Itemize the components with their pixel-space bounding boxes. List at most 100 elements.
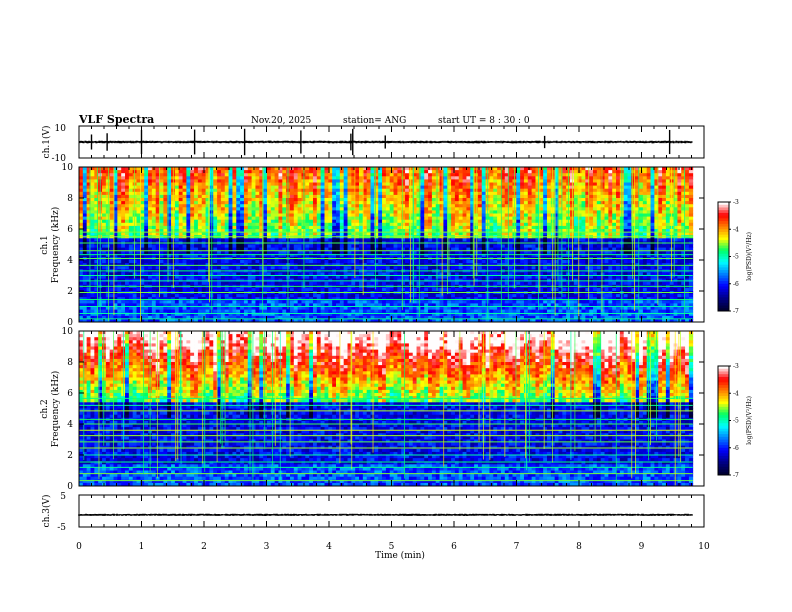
spectrogram-cell: [133, 307, 137, 311]
spectrogram-cell: [325, 226, 329, 230]
spectrogram-cell: [355, 279, 359, 283]
spectrogram-cell: [394, 232, 398, 236]
spectrogram-cell: [309, 297, 313, 301]
spectrogram-cell: [144, 173, 148, 177]
spectrogram-cell: [271, 214, 275, 218]
spectrogram-cell: [313, 266, 317, 270]
spectrogram-cell: [344, 307, 348, 311]
spectrogram-cell: [443, 282, 447, 286]
spectrogram-cell: [194, 186, 198, 190]
spectrogram-cell: [417, 207, 421, 211]
spectrogram-cell: [91, 198, 95, 202]
spectrogram-cell: [263, 210, 267, 214]
spectrogram-cell: [390, 210, 394, 214]
spectrogram-cell: [102, 170, 106, 174]
spectrogram-cell: [221, 294, 225, 298]
spectrogram-cell: [160, 207, 164, 211]
spectrogram-cell: [397, 189, 401, 193]
spectrogram-cell: [332, 245, 336, 249]
spectrogram-cell: [374, 226, 378, 230]
spectrogram-cell: [355, 207, 359, 211]
spectrogram-cell: [455, 300, 459, 304]
spectrogram-cell: [217, 204, 221, 208]
spectrogram-cell: [79, 207, 83, 211]
spectrogram-cell: [432, 251, 436, 255]
spectrogram-cell: [129, 217, 133, 221]
spectrogram-cell: [443, 276, 447, 280]
spectrogram-cell: [417, 192, 421, 196]
spectrogram-cell: [440, 288, 444, 292]
spectrogram-cell: [298, 226, 302, 230]
spectrogram-cell: [244, 189, 248, 193]
spectrogram-cell: [401, 310, 405, 314]
spectrogram-cell: [328, 198, 332, 202]
spectrogram-cell: [255, 198, 259, 202]
spectrogram-cell: [190, 204, 194, 208]
spectrogram-cell: [110, 223, 114, 227]
spectrogram-cell: [405, 207, 409, 211]
spectrogram-cell: [344, 176, 348, 180]
spectrogram-cell: [117, 189, 121, 193]
spectrogram-cell: [217, 198, 221, 202]
spectrogram-cell: [171, 288, 175, 292]
spectrogram-cell: [91, 263, 95, 267]
spectrogram-cell: [225, 276, 229, 280]
spectrogram-cell: [225, 282, 229, 286]
spectrogram-cell: [183, 279, 187, 283]
spectrogram-cell: [428, 214, 432, 218]
spectrogram-cell: [386, 297, 390, 301]
spectrogram-cell: [436, 251, 440, 255]
spectrogram-cell: [325, 176, 329, 180]
spectrogram-cell: [144, 279, 148, 283]
spectrogram-cell: [229, 170, 233, 174]
spectrogram-cell: [459, 223, 463, 227]
spectrogram-cell: [417, 263, 421, 267]
spectrogram-cell: [198, 310, 202, 314]
spectrogram-cell: [194, 226, 198, 230]
spectrogram-cell: [144, 195, 148, 199]
spectrogram-cell: [443, 192, 447, 196]
spectrogram-cell: [252, 226, 256, 230]
spectrogram-cell: [336, 238, 340, 242]
spectrogram-cell: [275, 201, 279, 205]
spectrogram-cell: [278, 207, 282, 211]
spectrogram-cell: [336, 279, 340, 283]
spectrogram-cell: [121, 214, 125, 218]
spectrogram-cell: [401, 192, 405, 196]
spectrogram-cell: [317, 217, 321, 221]
spectrogram-cell: [355, 232, 359, 236]
spectrogram-cell: [248, 266, 252, 270]
spectrogram-cell: [440, 279, 444, 283]
spectrogram-cell: [432, 297, 436, 301]
spectrogram-cell: [451, 183, 455, 187]
spectrogram-cell: [271, 210, 275, 214]
spectrogram-cell: [229, 276, 233, 280]
spectrogram-cell: [367, 186, 371, 190]
spectrogram-cell: [282, 176, 286, 180]
spectrogram-cell: [263, 263, 267, 267]
spectrogram-cell: [106, 189, 110, 193]
spectrogram-cell: [332, 189, 336, 193]
spectrogram-cell: [271, 232, 275, 236]
spectrogram-cell: [394, 170, 398, 174]
ch1-ytick-top: 10: [55, 124, 67, 134]
spectrogram-cell: [443, 214, 447, 218]
spectrogram-cell: [313, 223, 317, 227]
spectrogram-cell: [106, 214, 110, 218]
spectrogram-cell: [125, 173, 129, 177]
spectrogram-cell: [390, 204, 394, 208]
spectrogram-cell: [183, 282, 187, 286]
spectrogram-cell: [401, 263, 405, 267]
spectrogram-cell: [459, 173, 463, 177]
spectrogram-cell: [160, 195, 164, 199]
spectrogram-cell: [301, 288, 305, 292]
spectrogram-cell: [371, 217, 375, 221]
spectrogram-cell: [278, 279, 282, 283]
spectrogram-cell: [198, 245, 202, 249]
spectrogram-cell: [428, 195, 432, 199]
spectrogram-cell: [309, 263, 313, 267]
spectrogram-cell: [386, 279, 390, 283]
spectrogram-cell: [160, 201, 164, 205]
spectrogram-cell: [405, 307, 409, 311]
spectrogram-cell: [371, 276, 375, 280]
